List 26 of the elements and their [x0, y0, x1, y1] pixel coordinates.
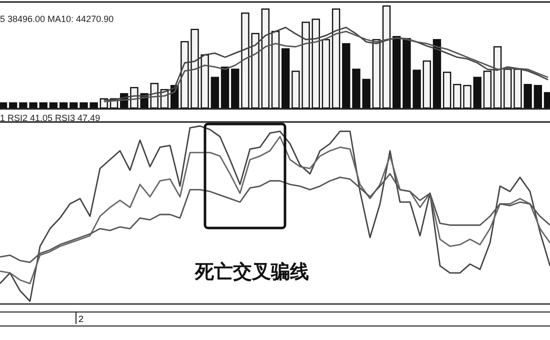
bar [281, 48, 290, 109]
annotation: 死亡交叉骗线 [194, 261, 309, 283]
bar [312, 18, 320, 109]
bar [483, 70, 492, 109]
text: 2 [78, 314, 84, 324]
bar [473, 76, 482, 109]
bar [200, 54, 209, 109]
bar [332, 8, 340, 109]
bar [271, 30, 280, 109]
bar [220, 66, 230, 109]
text: 1 RSI2 41.05 RSI3 47.49 [0, 113, 100, 123]
bar [422, 60, 431, 109]
bar [322, 39, 330, 109]
bar [210, 76, 220, 109]
bar [342, 43, 350, 109]
bar [493, 46, 502, 109]
annotation: 5 38496.00 MA10: 44270.90 [0, 14, 114, 24]
bar [392, 36, 401, 109]
bar [534, 84, 542, 109]
bar [372, 39, 381, 109]
bar [432, 39, 442, 109]
bar [442, 72, 452, 109]
bar [382, 5, 391, 109]
bar [504, 68, 512, 109]
bar [231, 68, 240, 109]
bar [261, 8, 270, 109]
